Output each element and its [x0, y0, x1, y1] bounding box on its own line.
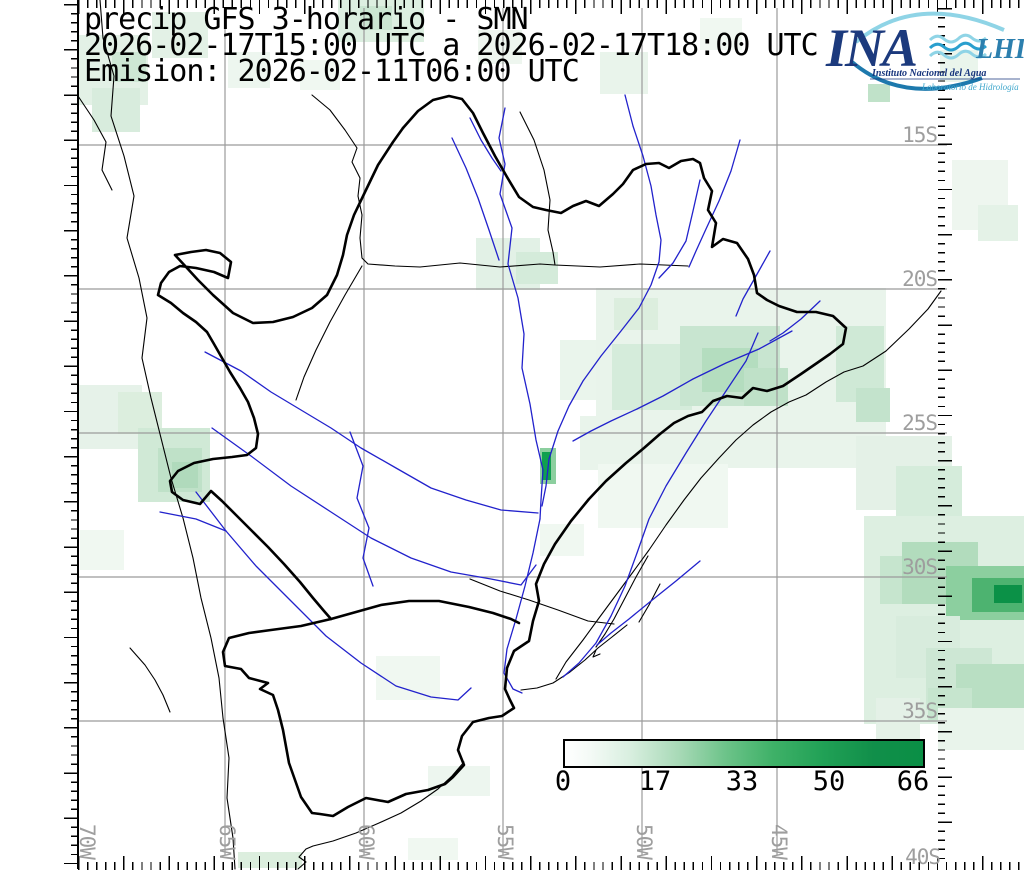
water-waves-icon — [928, 49, 987, 60]
colorbar-tick-50: 50 — [812, 766, 846, 797]
gridlines-layer — [78, 8, 947, 855]
axis-ticks-top — [78, 0, 1024, 14]
axis-ticks-right — [938, 8, 952, 860]
lat-label-25s: 25S — [902, 411, 938, 435]
lat-label-15s: 15S — [902, 123, 938, 147]
lon-label-50w: 50W — [632, 824, 656, 859]
logo-lab-name: Laboratorio de Hidrología — [921, 82, 1019, 92]
emission-time: Emision: 2026-02-11T06:00 UTC — [84, 54, 580, 89]
colorbar-tick-0: 0 — [554, 766, 572, 797]
lat-label-35s: 35S — [902, 699, 938, 723]
colorbar-tick-17: 17 — [638, 766, 672, 797]
colorbar-tick-66: 66 — [896, 766, 930, 797]
basin-boundary — [156, 94, 848, 818]
lon-label-65w: 65W — [215, 824, 239, 859]
logo-acronym: INA — [825, 18, 916, 78]
lon-label-55w: 55W — [493, 824, 517, 859]
valid-period: 2026-02-17T15:00 UTC a 2026-02-17T18:00 … — [84, 28, 819, 63]
logo-top-arc-icon — [854, 11, 1005, 44]
map-title: precip GFS 3-horario - SMN — [84, 2, 529, 37]
lat-label-40s: 40S — [905, 845, 941, 869]
logo-lab-acronym: LHI — [975, 34, 1024, 65]
plot-frame-left — [77, 0, 79, 869]
lon-label-45w: 45W — [767, 824, 791, 859]
precip-colorbar — [563, 739, 925, 768]
axis-ticks-left — [64, 4, 78, 864]
ina-logo: INA LHI Instituto Nacional del Agua Labo… — [825, 11, 1024, 92]
water-waves-icon — [928, 41, 987, 52]
lat-label-30s: 30S — [902, 555, 938, 579]
rivers-layer — [159, 94, 821, 701]
logo-bottom-arc-icon — [850, 60, 983, 91]
logo-institute-name: Instituto Nacional del Agua — [871, 68, 986, 79]
lon-label-70w: 70W — [75, 824, 99, 859]
lat-label-20s: 20S — [902, 267, 938, 291]
colorbar-tick-33: 33 — [725, 766, 759, 797]
axis-ticks-bottom — [78, 856, 1024, 870]
lon-label-60w: 60W — [354, 824, 378, 859]
water-waves-icon — [928, 33, 987, 44]
